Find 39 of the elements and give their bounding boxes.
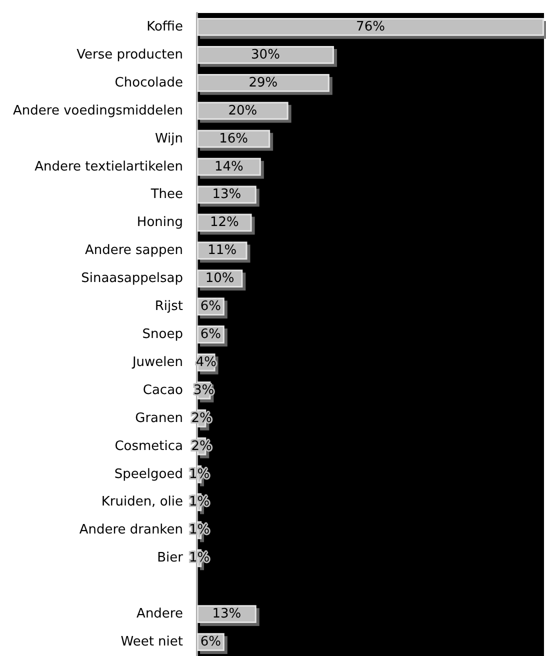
y-tick-label: Andere dranken [79,522,183,538]
y-tick-label: Wijn [154,131,183,146]
y-tick-label: Kruiden, olie [101,494,183,510]
data-label: 6% [200,634,222,650]
y-tick-label: Speelgoed [114,466,183,482]
y-tick-label: Sinaasappelsap [81,271,183,286]
data-label: 76% [356,19,385,34]
y-tick-label: Andere voedingsmiddelen [13,103,183,118]
data-label: 6% [200,327,222,342]
y-tick-label: Andere sappen [84,243,183,258]
y-tick-label: Koffie [146,19,183,34]
y-tick-label: Granen [135,410,183,426]
data-label: 16% [219,131,248,146]
data-label: 13% [212,606,242,622]
bar [197,18,544,36]
y-tick-label: Snoep [142,327,183,342]
y-tick-label: Weet niet [120,634,183,650]
data-label: 14% [214,159,244,174]
y-tick-label: Bier [157,550,184,566]
data-label: 10% [205,271,234,286]
y-tick-label: Juwelen [131,354,183,370]
data-label: 11% [208,243,237,258]
data-label: 13% [212,187,242,202]
data-label: 30% [251,47,280,62]
data-label: 29% [248,75,278,90]
data-label: 3% [194,382,214,398]
y-tick-label: Thee [150,187,183,202]
y-tick-label: Verse producten [76,47,183,62]
y-tick-label: Honing [136,215,183,230]
data-label: 6% [200,299,222,314]
y-tick-label: Andere [136,606,183,622]
data-label: 12% [210,215,239,230]
y-tick-label: Chocolade [114,75,183,90]
y-tick-label: Rijst [154,299,183,314]
y-tick-label: Cosmetica [114,438,183,454]
data-label: 4% [196,354,216,370]
y-tick-label: Andere textielartikelen [34,159,183,174]
data-label: 20% [228,103,258,118]
y-tick-label: Cacao [142,382,184,398]
